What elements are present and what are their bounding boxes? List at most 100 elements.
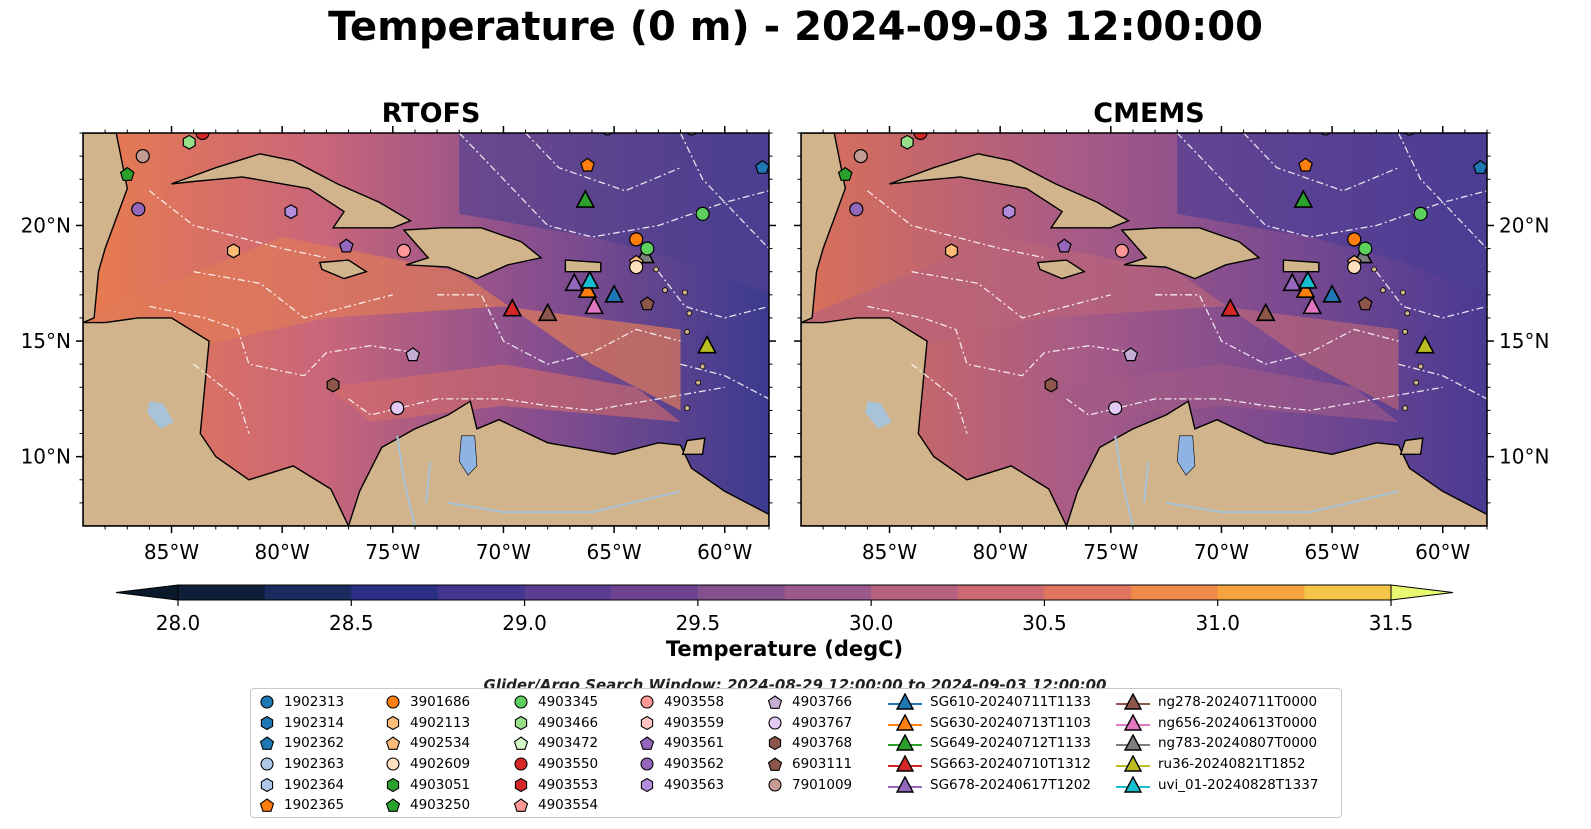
platform-sg678-20240617t1202 <box>1282 272 1303 292</box>
colorbar-tick-label: 28.0 <box>156 611 201 635</box>
legend-item: 4903466 <box>512 713 598 734</box>
legend-column: 4903345 4903466 4903472 4903550 4903553 49035… <box>512 692 598 816</box>
legend-marker-icon <box>1116 734 1150 752</box>
land-trinidad <box>681 437 706 455</box>
legend-item: 1902362 <box>258 733 344 754</box>
land-puerto-rico <box>564 259 602 273</box>
platform-4903563 <box>284 204 298 220</box>
lon-tick-label: 75°W <box>1083 540 1138 564</box>
land-hispaniola <box>1120 227 1261 280</box>
legend-marker-icon <box>385 736 401 751</box>
legend-item-label: 4903562 <box>664 756 725 773</box>
legend-item-label: ng783-20240807T0000 <box>1158 735 1318 752</box>
platform-4902113 <box>944 243 959 259</box>
platform-4903250 <box>837 166 853 181</box>
lake-maracaibo <box>1176 435 1196 476</box>
colorbar-tick-label: 28.5 <box>329 611 374 635</box>
legend-item: 4903563 <box>638 774 724 795</box>
platform-4903466 <box>182 134 196 150</box>
platform-4903345 <box>695 206 710 222</box>
legend-marker-icon <box>514 777 528 792</box>
legend-marker-icon <box>768 716 782 730</box>
map-frame <box>82 132 770 527</box>
legend-item-label: uvi_01-20240828T1337 <box>1158 776 1319 793</box>
platform-4903558 <box>396 243 411 258</box>
colorbar-segment <box>351 585 439 600</box>
panel-title-rtofs: RTOFS <box>381 98 481 129</box>
lat-tick-label: 15°N <box>1499 329 1549 353</box>
legend-item-label: 7901009 <box>792 776 853 793</box>
legend-item-label: 4903766 <box>792 694 853 711</box>
platform-ru36-20240821t1852 <box>1415 334 1435 354</box>
legend-marker-icon <box>640 777 654 792</box>
legend-marker-icon <box>513 798 529 813</box>
legend-marker-icon <box>888 734 922 752</box>
lat-tick-label: 15°N <box>21 329 71 353</box>
legend-marker-icon <box>259 736 275 751</box>
legend-marker-icon <box>260 777 274 792</box>
platform-4902609 <box>1347 259 1362 275</box>
platform-1902314 <box>1492 186 1504 200</box>
legend-marker-icon <box>639 736 655 751</box>
platform-4903550 <box>195 133 210 141</box>
platform-4903766 <box>405 347 421 362</box>
legend-marker-icon <box>888 693 922 710</box>
legend-marker-icon <box>640 695 654 709</box>
colorbar-tick-label: 30.0 <box>849 611 894 635</box>
platform-ng656-20240613t0000 <box>584 295 605 315</box>
legend-item-label: 4903550 <box>538 756 599 773</box>
panel-title-cmems: CMEMS <box>1093 98 1205 129</box>
legend-item: 4903768 <box>766 733 852 754</box>
legend-marker-icon <box>260 715 274 731</box>
legend-marker-icon <box>386 715 400 731</box>
platform-sg663-20240710t1312 <box>1220 297 1241 317</box>
legend-marker-icon <box>513 736 529 751</box>
legend-item: 4903561 <box>638 733 724 754</box>
legend-marker-icon <box>514 757 528 771</box>
legend-marker-icon <box>767 695 783 710</box>
legend-marker-icon <box>1116 755 1150 772</box>
platform-uvi-01-20240828t1337 <box>1297 270 1318 289</box>
lake-nicaragua <box>865 401 892 429</box>
lat-tick-label: 20°N <box>21 213 71 237</box>
platform-4902113 <box>227 243 240 259</box>
legend-marker-icon <box>386 757 400 771</box>
lon-tick-label: 80°W <box>973 540 1028 564</box>
platform-4903345 <box>1413 206 1428 222</box>
lat-tick-label: 10°N <box>21 445 71 469</box>
lake-nicaragua <box>147 401 174 429</box>
legend-item: 4903559 <box>638 713 724 734</box>
colorbar-over-arrow <box>1390 584 1454 601</box>
land-trinidad <box>1399 437 1424 455</box>
platform-sg649-20240712t1133 <box>1293 189 1314 208</box>
land-jamaica <box>318 259 368 280</box>
platform-1902365 <box>580 157 595 172</box>
legend-marker-icon <box>1116 713 1150 731</box>
platform-4903561 <box>338 238 354 253</box>
legend-item: 1902314 <box>258 713 344 734</box>
colorbar-tick-label: 29.5 <box>676 611 721 635</box>
platform-uvi-01-20240828t1337 <box>579 270 600 289</box>
legend-marker-icon <box>1116 775 1150 793</box>
legend-marker-icon <box>386 695 400 709</box>
platform-1902314 <box>774 186 786 200</box>
legend-item: SG610-20240711T1133 <box>888 692 1091 713</box>
legend <box>250 688 1342 818</box>
colorbar-segment <box>437 585 526 600</box>
legend-item: 1902365 <box>258 795 344 816</box>
legend-column: 4903766 4903767 4903768 6903111 7901009 <box>766 692 852 795</box>
legend-item-label: 4903558 <box>664 694 725 711</box>
colorbar-tick-label: 29.0 <box>502 611 547 635</box>
legend-marker-icon <box>768 778 782 792</box>
platform-4903345b <box>640 241 655 256</box>
legend-item: 1902363 <box>258 754 344 775</box>
legend-item: 4902113 <box>384 713 470 734</box>
lon-tick-label: 60°W <box>697 540 752 564</box>
land-central-america <box>801 317 1068 526</box>
legend-column: 4903558 4903559 4903561 4903562 4903563 <box>638 692 724 795</box>
legend-item-label: 4903345 <box>538 694 599 711</box>
platform-7901009 <box>853 149 868 164</box>
legend-item-label: 4903051 <box>410 776 471 793</box>
lon-tick-label: 75°W <box>365 540 420 564</box>
colorbar-segment <box>178 585 266 600</box>
